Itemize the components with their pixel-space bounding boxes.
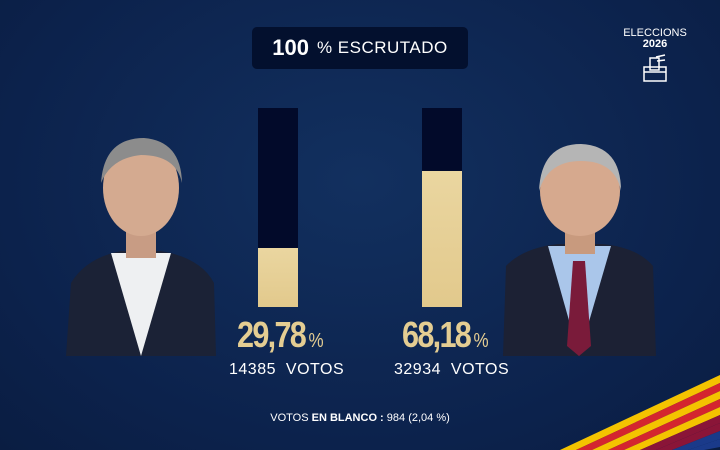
flag-stripe xyxy=(624,407,720,450)
flag-stripe xyxy=(688,439,720,450)
blank-value: 984 (2,04 %) xyxy=(386,412,450,424)
flag-stripe xyxy=(640,415,720,450)
elections-logo: ELECCIONS 2026 xyxy=(620,28,690,86)
scrutiny-badge: 100 % ESCRUTADO xyxy=(252,27,468,69)
scrutiny-label: % ESCRUTADO xyxy=(316,38,448,57)
votes-right: 32934 VOTOS xyxy=(394,361,509,379)
votes-label: VOTOS xyxy=(450,361,510,378)
ballot-box-icon xyxy=(643,54,667,82)
scrutiny-count: 100 xyxy=(272,35,309,60)
votes-left: 14385 VOTOS xyxy=(229,361,344,379)
logo-year: 2026 xyxy=(642,38,668,50)
votes-left-count: 14385 xyxy=(229,361,276,378)
blank-votes: VOTOS EN BLANCO : 984 (2,04 %) xyxy=(0,412,720,424)
candidate-right-photo xyxy=(503,136,656,356)
bar-right-fill xyxy=(422,171,462,307)
flag-stripe xyxy=(592,391,720,450)
logo-title: ELECCIONS xyxy=(623,27,687,39)
flag-stripe xyxy=(608,399,720,450)
percent-right-value: 68,18 xyxy=(402,314,472,355)
bar-right xyxy=(422,108,462,307)
percent-left: 29,78% xyxy=(237,314,324,356)
flag-stripe xyxy=(576,383,720,450)
votes-label: VOTOS xyxy=(285,361,345,378)
blank-label-bold: EN BLANCO : xyxy=(311,412,384,424)
blank-label: VOTOS xyxy=(270,412,309,424)
percent-left-value: 29,78 xyxy=(237,314,307,355)
flag-stripe xyxy=(560,375,720,450)
percent-sign: % xyxy=(308,330,324,352)
catalan-flag-ribbon xyxy=(560,375,720,450)
votes-right-count: 32934 xyxy=(394,361,441,378)
percent-sign: % xyxy=(473,330,489,352)
flag-stripe xyxy=(656,423,720,450)
percent-right: 68,18% xyxy=(402,314,489,356)
candidate-left-photo xyxy=(66,133,216,356)
bar-left-fill xyxy=(258,247,298,307)
flag-stripe xyxy=(672,431,720,450)
bar-left xyxy=(258,108,298,307)
